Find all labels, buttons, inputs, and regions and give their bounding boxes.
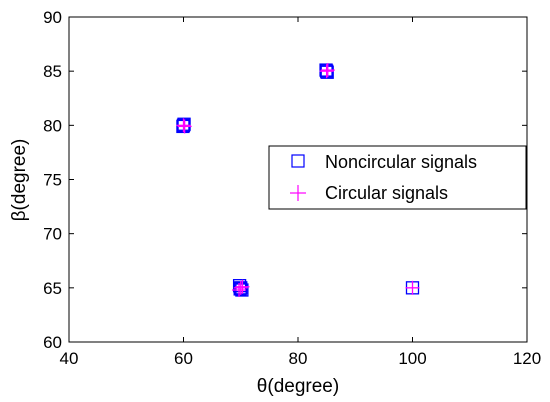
data-points (176, 63, 420, 297)
y-tick-label: 70 (43, 225, 62, 244)
legend-box (268, 145, 527, 210)
x-tick-label: 40 (60, 349, 79, 368)
data-point-circular (319, 64, 334, 79)
x-tick-label: 120 (513, 349, 541, 368)
x-tick-label: 60 (174, 349, 193, 368)
x-tick-label: 100 (398, 349, 426, 368)
data-point-circular (232, 283, 247, 297)
data-point-circular (405, 280, 420, 295)
legend: Noncircular signals Circular signals (268, 145, 527, 210)
legend-marker-square (291, 154, 305, 168)
data-point-circular (235, 279, 250, 294)
y-tick-label: 60 (43, 333, 62, 352)
y-tick-label: 75 (43, 171, 62, 190)
legend-marker-plus (290, 185, 306, 201)
y-tick-label: 85 (43, 62, 62, 81)
y-tick-label: 80 (43, 116, 62, 135)
y-axis-label: β(degree) (9, 139, 30, 222)
x-tick-label: 80 (289, 349, 308, 368)
x-axis-label: θ(degree) (257, 376, 339, 397)
data-point-circular (320, 63, 335, 78)
y-tick-label: 65 (43, 279, 62, 298)
legend-label-circular: Circular signals (325, 183, 448, 203)
y-tick-label: 90 (43, 8, 62, 27)
data-point-circular (177, 119, 192, 134)
legend-label-noncircular: Noncircular signals (325, 152, 477, 172)
data-point-circular (176, 118, 191, 133)
data-point-circular (233, 280, 248, 295)
